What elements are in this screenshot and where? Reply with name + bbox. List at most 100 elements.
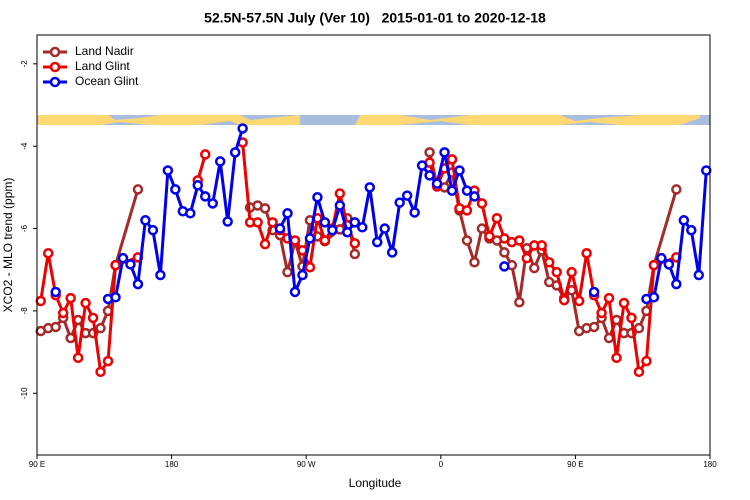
data-point	[656, 252, 667, 264]
data-point	[633, 322, 645, 334]
data-point	[626, 312, 637, 324]
data-point	[424, 147, 435, 158]
x-tick-label: 180	[165, 460, 179, 469]
data-point	[312, 191, 323, 203]
data-point	[558, 294, 570, 306]
data-point	[461, 205, 473, 216]
data-point	[529, 262, 540, 274]
data-point	[603, 292, 615, 304]
data-point	[633, 366, 645, 378]
data-point	[35, 295, 46, 307]
data-point	[573, 295, 585, 307]
data-point	[618, 297, 630, 309]
legend-marker	[49, 76, 61, 88]
data-point	[334, 188, 346, 199]
data-point	[476, 198, 488, 209]
data-point	[648, 259, 660, 271]
map-strip	[37, 115, 710, 125]
data-point	[521, 252, 533, 264]
data-point	[117, 252, 129, 264]
data-point	[409, 207, 420, 218]
data-point	[536, 240, 547, 251]
data-point	[596, 307, 607, 319]
data-point	[454, 165, 465, 176]
data-point	[386, 247, 398, 258]
data-point	[588, 321, 600, 333]
x-tick-label: 180	[703, 460, 717, 469]
legend-label: Land Glint	[75, 59, 130, 73]
data-point	[394, 197, 405, 208]
data-point	[469, 191, 480, 202]
data-point	[319, 235, 331, 246]
data-point	[140, 215, 151, 226]
data-point	[50, 286, 61, 298]
data-point	[588, 286, 600, 298]
x-tick-label: 90 E	[567, 460, 583, 469]
data-point	[603, 332, 615, 344]
data-point	[357, 222, 368, 233]
data-point	[476, 223, 488, 234]
x-tick-label: 90 W	[297, 460, 316, 469]
data-point	[678, 215, 690, 226]
data-point	[499, 247, 510, 258]
chart-title: 52.5N-57.5N July (Ver 10) 2015-01-01 to …	[204, 10, 546, 26]
data-point	[611, 314, 622, 326]
data-point	[416, 160, 428, 171]
data-point	[95, 322, 106, 334]
data-point	[289, 286, 301, 298]
data-point	[461, 235, 473, 246]
data-point	[72, 352, 84, 364]
data-point	[259, 203, 271, 214]
data-point	[87, 312, 99, 324]
data-point	[491, 212, 503, 224]
data-point	[185, 208, 196, 219]
data-point	[214, 156, 226, 167]
data-point	[327, 224, 338, 236]
data-point	[349, 217, 361, 228]
data-point	[42, 247, 54, 259]
data-point	[543, 257, 555, 268]
data-point	[110, 292, 121, 303]
data-point	[132, 184, 144, 195]
data-point	[170, 184, 181, 195]
y-tick-label: -8	[20, 307, 29, 315]
data-point	[364, 182, 376, 193]
data-point	[701, 165, 712, 176]
data-point	[125, 259, 136, 270]
series-line	[39, 142, 677, 374]
data-point	[155, 269, 166, 281]
data-point	[446, 154, 458, 165]
data-point	[147, 224, 159, 236]
legend-marker	[49, 61, 61, 73]
data-point	[297, 269, 308, 281]
data-point	[229, 147, 241, 158]
legend-label: Ocean Glint	[75, 74, 139, 88]
x-axis-label: Longitude	[349, 476, 402, 490]
data-point	[401, 190, 413, 201]
y-tick-label: -10	[20, 387, 29, 399]
y-tick-label: -6	[20, 224, 29, 232]
data-point	[371, 236, 383, 248]
y-tick-label: -2	[20, 60, 29, 68]
data-point	[319, 217, 331, 228]
legend-marker	[49, 46, 61, 58]
data-point	[57, 307, 69, 319]
plot-frame	[36, 34, 711, 456]
data-point	[648, 292, 660, 303]
data-point	[50, 321, 61, 333]
data-point	[207, 198, 218, 209]
data-point	[663, 259, 675, 270]
x-tick-label: 0	[439, 460, 444, 469]
data-point	[379, 223, 390, 234]
data-point	[342, 226, 353, 238]
data-point	[304, 261, 316, 273]
data-point	[289, 235, 301, 246]
data-point	[259, 238, 271, 250]
data-point	[304, 233, 316, 244]
data-point	[499, 261, 510, 272]
data-point	[581, 247, 592, 259]
data-point	[252, 217, 263, 228]
data-point	[132, 278, 144, 290]
data-point	[282, 266, 293, 278]
